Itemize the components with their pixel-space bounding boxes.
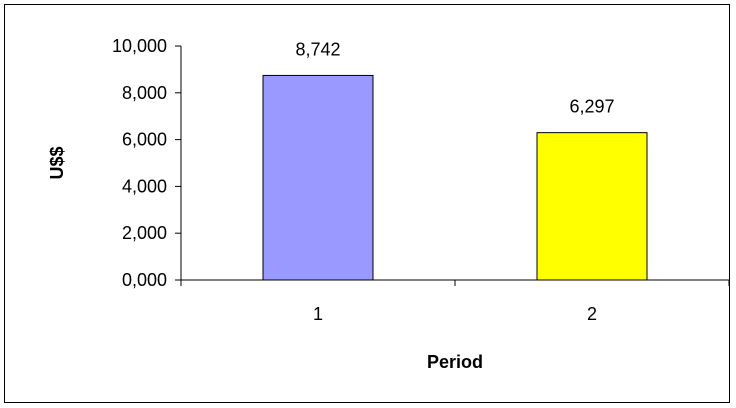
x-axis-title: Period <box>427 352 483 372</box>
x-tick-label: 2 <box>587 304 597 324</box>
x-tick-label: 1 <box>313 304 323 324</box>
y-axis: 0,000 2,000 4,000 6,000 8,000 10,000 <box>112 36 182 290</box>
data-label-2: 6,297 <box>569 97 614 117</box>
y-tick-label: 6,000 <box>122 130 167 150</box>
y-tick-label: 4,000 <box>122 176 167 196</box>
bar-2 <box>536 132 648 281</box>
y-tick-label: 2,000 <box>122 223 167 243</box>
bars <box>262 74 648 281</box>
data-labels: 8,742 6,297 <box>295 39 614 116</box>
y-tick-label: 0,000 <box>122 270 167 290</box>
bar-1 <box>262 74 374 281</box>
y-tick-label: 8,000 <box>122 83 167 103</box>
data-label-1: 8,742 <box>295 39 340 59</box>
y-tick-label: 10,000 <box>112 36 167 56</box>
y-axis-title: U$$ <box>47 146 67 179</box>
